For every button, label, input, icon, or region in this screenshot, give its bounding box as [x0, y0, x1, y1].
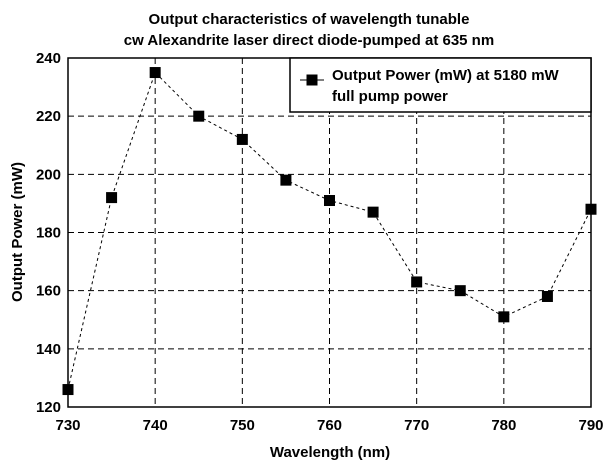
- x-tick-label: 730: [55, 417, 80, 434]
- y-tick-label: 240: [36, 50, 61, 67]
- legend-label-line-2: full pump power: [332, 88, 448, 105]
- x-tick-label: 750: [230, 417, 255, 434]
- chart-subtitle: cw Alexandrite laser direct diode-pumped…: [124, 32, 494, 49]
- y-tick-label: 120: [36, 399, 61, 416]
- y-axis-label: Output Power (mW): [9, 162, 26, 302]
- legend: Output Power (mW) at 5180 mW full pump p…: [289, 57, 592, 113]
- legend-label-line-1: Output Power (mW) at 5180 mW: [332, 67, 560, 84]
- y-tick-label: 140: [36, 341, 61, 358]
- data-point-marker: [324, 195, 335, 207]
- data-point-marker: [541, 290, 553, 302]
- data-point-marker: [498, 311, 510, 323]
- x-tick-label: 760: [317, 417, 342, 434]
- data-point-marker: [236, 133, 248, 145]
- data-point-marker: [280, 174, 292, 186]
- x-tick-label: 780: [491, 417, 516, 434]
- y-tick-label: 200: [36, 166, 61, 183]
- data-point-marker: [411, 276, 423, 288]
- data-point-marker: [193, 110, 205, 122]
- chart-title: Output characteristics of wavelength tun…: [149, 11, 470, 28]
- x-ticks: 730 740 750 760 770 780 790: [55, 417, 603, 434]
- x-tick-label: 790: [578, 417, 603, 434]
- legend-box: [289, 57, 592, 113]
- x-tick-label: 740: [143, 417, 168, 434]
- y-tick-label: 220: [36, 108, 61, 125]
- x-tick-label: 770: [404, 417, 429, 434]
- y-tick-label: 180: [36, 225, 61, 242]
- data-point-marker: [106, 192, 118, 204]
- y-tick-label: 160: [36, 283, 61, 300]
- x-axis-label: Wavelength (nm): [270, 444, 390, 461]
- data-point-marker: [149, 67, 161, 79]
- data-point-marker: [454, 285, 466, 297]
- y-ticks: 120 140 160 180 200 220 240: [36, 50, 61, 416]
- grid: [68, 58, 591, 407]
- data-point-marker: [367, 206, 379, 218]
- legend-marker: [306, 74, 318, 86]
